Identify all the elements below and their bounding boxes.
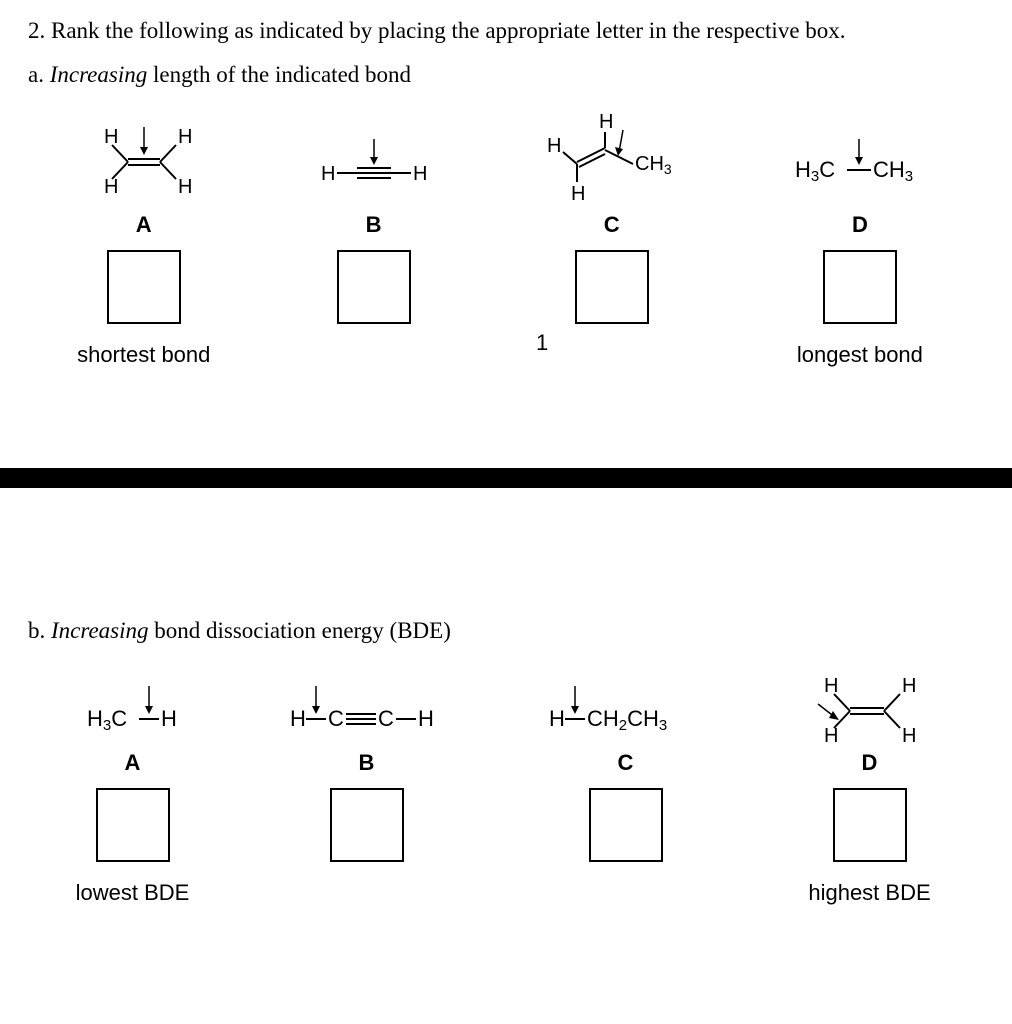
part-b-item-a: H3C H A lowest BDE bbox=[73, 668, 193, 906]
structure-b-acetylene: H H bbox=[309, 112, 439, 208]
part-a-letter-b: B bbox=[366, 212, 382, 238]
svg-text:H: H bbox=[178, 126, 192, 148]
structure-ba-methane: H3C H bbox=[73, 668, 193, 746]
part-b-caption-d: highest BDE bbox=[808, 880, 930, 906]
answer-box-b4[interactable] bbox=[833, 788, 907, 862]
part-a-item-c: H H H CH3 C bbox=[537, 112, 687, 342]
part-a-label: a. bbox=[28, 62, 44, 87]
part-a-letter-a: A bbox=[136, 212, 152, 238]
part-a-caption-a: shortest bond bbox=[77, 342, 210, 368]
part-b-item-d: H H H H D highest BDE bbox=[800, 668, 940, 906]
svg-text:H3C: H3C bbox=[795, 157, 835, 185]
svg-text:C: C bbox=[328, 706, 344, 731]
answer-box-b2[interactable] bbox=[330, 788, 404, 862]
structure-bc-ethane-ch: H CH2CH3 bbox=[541, 668, 711, 746]
svg-text:H: H bbox=[161, 706, 177, 731]
answer-box-a1[interactable] bbox=[107, 250, 181, 324]
question-number: 2. bbox=[28, 18, 45, 43]
svg-text:CH3: CH3 bbox=[873, 157, 913, 185]
svg-text:H: H bbox=[549, 706, 565, 731]
part-b-criterion-italic: Increasing bbox=[51, 618, 149, 643]
structure-bb-acetylene-ch: H C C H bbox=[282, 668, 452, 746]
structure-c-propene: H H H CH3 bbox=[537, 112, 687, 208]
part-a-caption-d: longest bond bbox=[797, 342, 923, 368]
section-divider bbox=[0, 468, 1012, 488]
answer-box-a4[interactable] bbox=[823, 250, 897, 324]
svg-text:C: C bbox=[378, 706, 394, 731]
answer-box-a2[interactable] bbox=[337, 250, 411, 324]
svg-text:H: H bbox=[321, 163, 335, 185]
answer-box-b3[interactable] bbox=[589, 788, 663, 862]
svg-text:H: H bbox=[824, 725, 838, 747]
svg-text:CH2CH3: CH2CH3 bbox=[587, 706, 667, 734]
part-b-criterion-rest: bond dissociation energy (BDE) bbox=[149, 618, 451, 643]
svg-text:H: H bbox=[571, 183, 585, 205]
part-b-letter-a: A bbox=[125, 750, 141, 776]
svg-text:H: H bbox=[824, 675, 838, 697]
svg-text:H: H bbox=[178, 176, 192, 198]
svg-text:H: H bbox=[104, 176, 118, 198]
part-a-item-d: H3C CH3 D longest bond bbox=[785, 112, 935, 368]
svg-text:H: H bbox=[418, 706, 434, 731]
part-b-caption-a: lowest BDE bbox=[76, 880, 190, 906]
part-a-item-b: H H B bbox=[309, 112, 439, 342]
part-b-letter-b: B bbox=[359, 750, 375, 776]
svg-text:H: H bbox=[547, 135, 561, 157]
svg-text:H: H bbox=[902, 675, 916, 697]
part-b-item-c: H CH2CH3 C bbox=[541, 668, 711, 880]
part-a-criterion-italic: Increasing bbox=[50, 62, 148, 87]
part-b-letter-c: C bbox=[618, 750, 634, 776]
structure-bd-ethene-ch: H H H H bbox=[800, 668, 940, 746]
part-b-label: b. bbox=[28, 618, 45, 643]
answer-box-a3[interactable] bbox=[575, 250, 649, 324]
part-a-letter-c: C bbox=[604, 212, 620, 238]
svg-text:H: H bbox=[104, 126, 118, 148]
part-b-item-b: H C C H B bbox=[282, 668, 452, 880]
part-a-item-a: H H H H A shortest bond bbox=[77, 112, 210, 368]
part-b-letter-d: D bbox=[862, 750, 878, 776]
svg-text:H: H bbox=[290, 706, 306, 731]
part-a-criterion-rest: length of the indicated bond bbox=[147, 62, 411, 87]
structure-d-ethane: H3C CH3 bbox=[785, 112, 935, 208]
page-marker: 1 bbox=[536, 330, 548, 356]
part-a-letter-d: D bbox=[852, 212, 868, 238]
svg-text:H3C: H3C bbox=[87, 706, 127, 734]
part-a-row: H H H H A shortest bond bbox=[28, 112, 984, 368]
part-a-heading: a. Increasing length of the indicated bo… bbox=[28, 62, 984, 88]
structure-a-ethene: H H H H bbox=[84, 112, 204, 208]
question-prompt: 2. Rank the following as indicated by pl… bbox=[28, 18, 984, 44]
svg-text:H: H bbox=[413, 163, 427, 185]
svg-text:CH3: CH3 bbox=[635, 153, 672, 177]
svg-text:H: H bbox=[902, 725, 916, 747]
part-b-row: H3C H A lowest BDE H C bbox=[28, 668, 984, 906]
part-b-heading: b. Increasing bond dissociation energy (… bbox=[28, 618, 984, 644]
svg-text:H: H bbox=[599, 111, 613, 133]
question-text: Rank the following as indicated by placi… bbox=[51, 18, 846, 43]
answer-box-b1[interactable] bbox=[96, 788, 170, 862]
